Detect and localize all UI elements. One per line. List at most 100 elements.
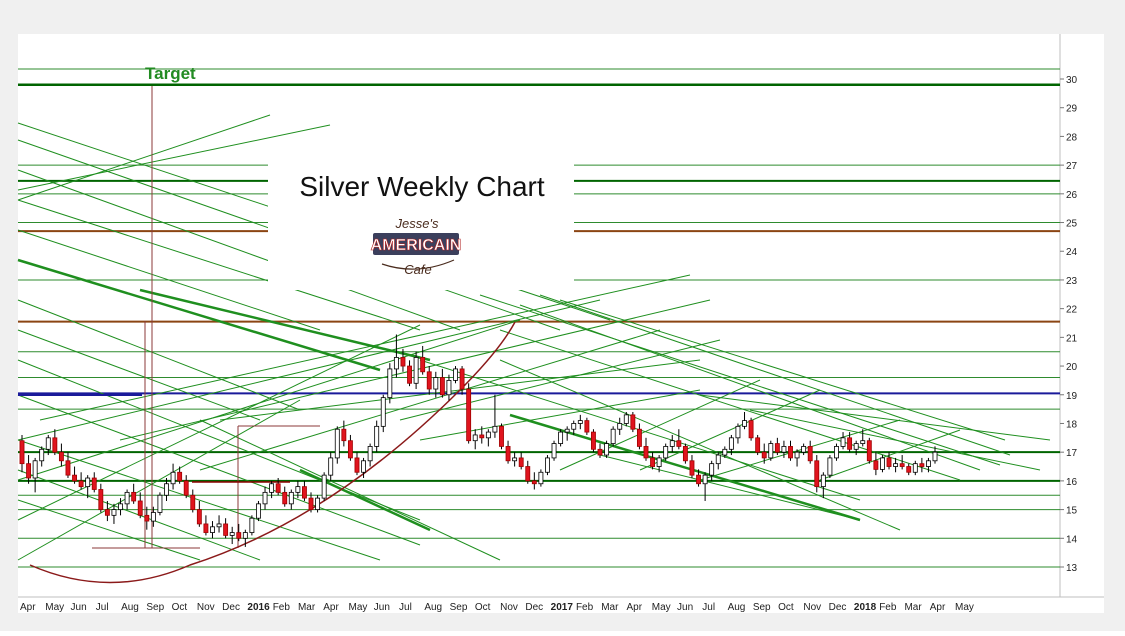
trend-line <box>509 413 861 522</box>
candle-body <box>860 440 866 444</box>
time-tick-label: Oct <box>172 602 188 613</box>
trend-line <box>559 379 761 471</box>
chart-title: Silver Weekly Chart <box>299 171 545 202</box>
candle-body <box>170 471 176 485</box>
candle-body <box>177 471 183 482</box>
trend-line <box>17 394 421 546</box>
candle-body <box>45 437 51 450</box>
candle-body <box>617 423 623 430</box>
candle-body <box>413 357 419 384</box>
trend-line <box>519 304 981 471</box>
candle-body <box>269 483 275 493</box>
candle-body <box>545 457 550 473</box>
candle-body <box>492 425 498 433</box>
candle-body <box>104 509 110 516</box>
time-tick-label: Mar <box>904 602 922 613</box>
candle-body <box>597 448 603 456</box>
candle-body <box>827 457 833 476</box>
candle-body <box>39 448 45 462</box>
candle-body <box>847 437 853 450</box>
candle-body <box>52 437 58 453</box>
candle-body <box>72 474 77 482</box>
candle-body <box>656 457 662 467</box>
candle-body <box>229 532 235 536</box>
time-tick-label: Dec <box>525 602 543 613</box>
candle-body <box>801 446 807 453</box>
trend-line <box>639 389 821 471</box>
svg-text:Jesse's: Jesse's <box>395 216 439 231</box>
trend-line <box>17 258 381 372</box>
candle-body <box>26 463 32 479</box>
candle-body <box>249 517 255 533</box>
time-tick-label: May <box>45 602 64 613</box>
time-tick-label: Oct <box>778 602 794 613</box>
candle-body <box>623 414 629 424</box>
trend-line <box>39 274 691 421</box>
candle-body <box>709 463 715 476</box>
candle-body <box>367 446 373 462</box>
price-tick-label: 26 <box>1066 190 1078 201</box>
time-tick-label: Sep <box>450 602 468 613</box>
candle-body <box>610 428 616 444</box>
trend-line <box>17 439 381 561</box>
candle-body <box>302 486 307 499</box>
time-tick-label: Jul <box>96 602 109 613</box>
time-tick-label: Oct <box>475 602 491 613</box>
candle-body <box>505 446 511 462</box>
candle-body <box>85 477 91 488</box>
candle-body <box>880 457 885 470</box>
candle-body <box>328 457 334 476</box>
candle-body <box>426 371 432 390</box>
candle-body <box>466 388 472 442</box>
candle-body <box>308 497 314 510</box>
candle-body <box>479 434 485 439</box>
time-tick-label: Aug <box>728 602 746 613</box>
time-tick-label: Sep <box>146 602 164 613</box>
price-tick-label: 22 <box>1066 305 1078 316</box>
candle-body <box>518 457 524 467</box>
candle-body <box>380 397 386 427</box>
candle-body <box>807 446 813 462</box>
candle-body <box>788 446 793 459</box>
candle-body <box>91 477 97 490</box>
price-tick-label: 13 <box>1066 563 1078 574</box>
candle-body <box>58 451 64 462</box>
candle-body <box>571 423 577 430</box>
candle-body <box>906 466 912 473</box>
time-tick-label: Jun <box>71 602 87 613</box>
candle-body <box>663 446 669 459</box>
trend-line <box>699 419 901 481</box>
candle-body <box>196 509 202 525</box>
time-tick-label: Apr <box>323 602 339 613</box>
trend-line <box>17 299 601 441</box>
candle-body <box>873 460 879 470</box>
candle-body <box>393 357 399 370</box>
candle-body <box>604 443 610 456</box>
time-tick-label: Apr <box>626 602 642 613</box>
time-tick-label: Jul <box>702 602 715 613</box>
price-tick-label: 15 <box>1066 506 1078 517</box>
trend-line <box>17 169 461 331</box>
candle-body <box>78 480 84 488</box>
price-tick-label: 23 <box>1066 276 1078 287</box>
candle-body <box>288 491 294 505</box>
time-tick-label: Sep <box>753 602 771 613</box>
candle-body <box>242 532 248 539</box>
trend-line <box>17 499 201 561</box>
candle-body <box>203 523 209 533</box>
candle-body <box>98 489 104 510</box>
price-tick-label: 25 <box>1066 219 1078 230</box>
candle-body <box>347 440 353 459</box>
candle-body <box>361 460 366 473</box>
trend-line <box>559 299 1006 441</box>
candle-body <box>696 474 701 485</box>
candle-body <box>210 526 215 533</box>
candle-body <box>275 483 281 493</box>
candle-body <box>899 463 905 467</box>
time-tick-label: Dec <box>222 602 240 613</box>
trend-line <box>199 419 501 561</box>
candle-body <box>676 440 682 447</box>
candle-body <box>374 425 380 447</box>
candle-body <box>124 491 130 505</box>
